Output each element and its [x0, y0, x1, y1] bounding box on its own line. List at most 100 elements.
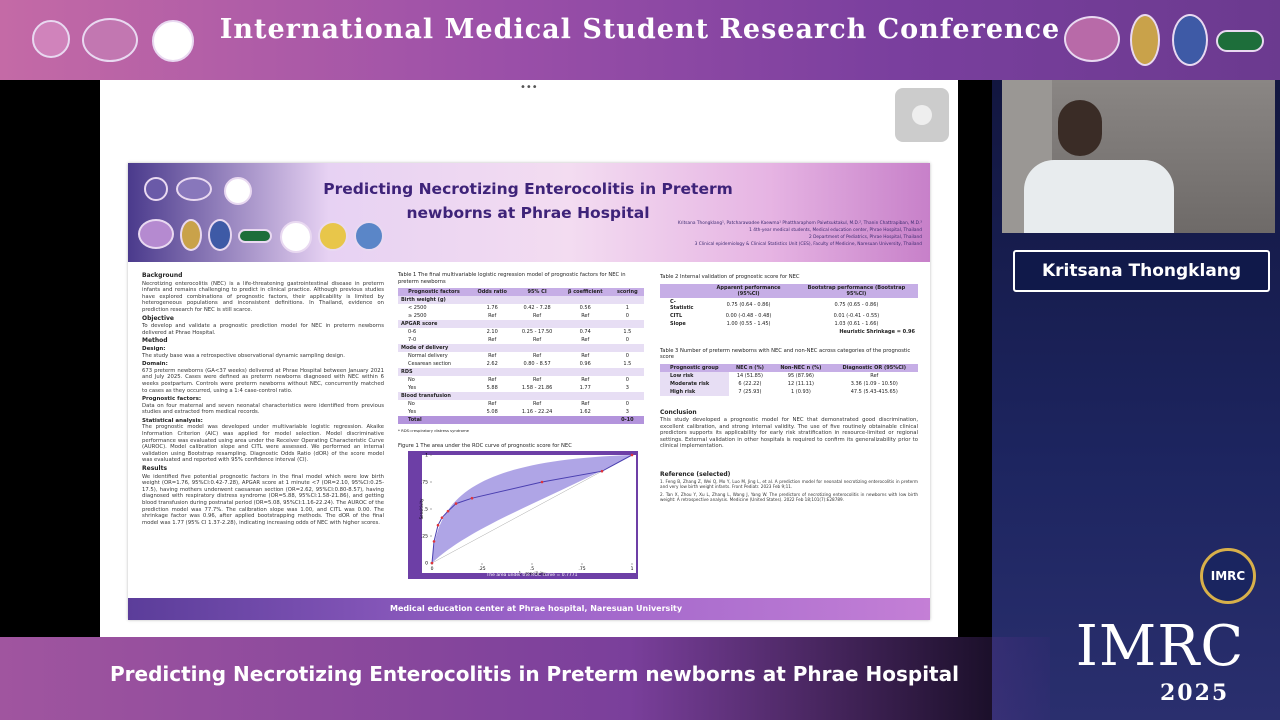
- cell: 0.01 (-0.41 - 0.55): [833, 312, 880, 319]
- speaker-head: [1058, 100, 1102, 156]
- paragraph: Necrotizing enterocolitis (NEC) is a lif…: [142, 280, 384, 313]
- cell: High risk: [660, 387, 729, 396]
- row: Yes 5.88 1.58 - 21.86 1.77 3: [398, 384, 644, 392]
- cell: 1 (0.93): [790, 388, 811, 395]
- cell: 5.08: [486, 409, 498, 415]
- cell: 0: [625, 337, 629, 343]
- speaker-name: Kritsana Thongklang: [1013, 250, 1270, 292]
- cell: C-Statistic: [670, 298, 694, 311]
- roc-point: [454, 502, 458, 505]
- row: High risk 7 (25.93) 1 (0.93) 47.5 (5.43-415…: [660, 387, 918, 396]
- poster-title: Predicting Necrotizing Enterocolitis in …: [278, 177, 778, 225]
- poster: Predicting Necrotizing Enterocolitis in …: [128, 163, 930, 620]
- heading: Background: [142, 272, 183, 279]
- title-line: newborns at Phrae Hospital: [406, 204, 650, 222]
- logo: [82, 18, 138, 62]
- cell: Ref: [581, 313, 590, 319]
- group-row: APGAR score: [398, 320, 644, 328]
- cell: 1.00 (0.55 - 1.45): [726, 320, 771, 327]
- logo: [1172, 14, 1208, 66]
- x-tick-label: .75: [578, 566, 585, 572]
- note-row: Heuristic Shrinkage = 0.96: [660, 328, 918, 336]
- conclusion: Conclusion This study developed a progno…: [660, 408, 918, 451]
- header-row: Prognostic factors Odds ratio 95% CI β coef…: [398, 288, 644, 296]
- cell: Total: [398, 416, 611, 424]
- cell: 0.25 - 17.50: [521, 329, 553, 335]
- roc-point: [432, 540, 436, 543]
- title-line: Predicting Necrotizing Enterocolitis in …: [323, 180, 733, 198]
- header-row: Apparent performance (95%CI) Bootstrap pe…: [660, 283, 918, 298]
- column-header: 95% CI: [514, 288, 560, 296]
- cell: 95 (87.96): [787, 372, 814, 379]
- row: Moderate risk 6 (22.22) 12 (11.11) 3.36 (1.…: [660, 379, 918, 388]
- group-row: Mode of delivery: [398, 344, 644, 352]
- heading: Results: [142, 465, 168, 473]
- column-header: Prognostic factors: [398, 288, 471, 296]
- cell: Ref: [533, 353, 542, 359]
- roc-point: [630, 453, 634, 457]
- cell: 0: [625, 401, 629, 407]
- x-tick-label: .5: [530, 566, 534, 572]
- group-label: Mode of delivery: [398, 344, 644, 352]
- cell: Normal delivery: [408, 353, 448, 359]
- row: No Ref Ref Ref 0: [398, 376, 644, 384]
- table: Prognostic factors Odds ratio 95% CI β coef…: [398, 288, 644, 424]
- logo: [138, 219, 174, 249]
- cell: 0.74: [579, 329, 591, 335]
- group-row: Blood transfusion: [398, 392, 644, 400]
- cell: 2.10: [486, 329, 498, 335]
- control-button[interactable]: [895, 88, 949, 142]
- cell: Ref: [533, 377, 542, 383]
- logo: [1064, 16, 1120, 62]
- paragraph: Data on four maternal and seven neonatal…: [142, 402, 384, 416]
- cell: 0.75 (0.64 - 0.86): [726, 301, 771, 308]
- paragraph: The study base was a retrospective obser…: [142, 352, 345, 359]
- row: Slope 1.00 (0.55 - 1.45) 1.03 (0.61 - 1.66…: [660, 320, 918, 328]
- cell: Ref: [488, 401, 497, 407]
- group-row: RDS: [398, 368, 644, 376]
- y-tick-label: .75: [421, 480, 428, 486]
- authors-block: Kritsana Thongklang¹, Patcharawadee Kaew…: [592, 220, 922, 248]
- logo: [180, 219, 202, 251]
- conference-title: International Medical Student Research C…: [219, 14, 1061, 45]
- heading: Reference (selected): [660, 471, 731, 479]
- subheading: Design:: [142, 345, 166, 352]
- column-header: [660, 283, 703, 298]
- cell: 1.77: [579, 385, 591, 391]
- group-label: RDS: [398, 368, 644, 376]
- brand-year: 2025: [1160, 680, 1230, 706]
- left-column: Background Necrotizing enterocolitis (NEC…: [142, 271, 384, 528]
- cell: 3: [625, 409, 629, 415]
- cell: Ref: [488, 337, 497, 343]
- group-label: APGAR score: [398, 320, 644, 328]
- cell: Ref: [581, 337, 590, 343]
- cell: 1.5: [623, 329, 632, 335]
- heading: Conclusion: [660, 408, 697, 416]
- row: Low risk 14 (51.85) 95 (87.96) Ref: [660, 371, 918, 380]
- roc-point: [430, 561, 434, 565]
- authors: Kritsana Thongklang¹, Patcharawadee Kaew…: [677, 221, 922, 226]
- cell: Ref: [533, 401, 542, 407]
- poster-footer: Medical education center at Phrae hospit…: [128, 598, 930, 620]
- table: Apparent performance (95%CI) Bootstrap pe…: [660, 283, 918, 336]
- column-header: β coefficient: [559, 288, 611, 296]
- cell: 47.5 (5.43-415.65): [850, 388, 898, 395]
- row: ≥ 2500 Ref Ref Ref 0: [398, 312, 644, 320]
- cell: 0-6: [408, 329, 417, 335]
- cell: Moderate risk: [660, 379, 729, 388]
- row: Cesarean section 2.62 0.80 - 8.57 0.96 1.5: [398, 360, 644, 368]
- logo: [354, 221, 384, 251]
- middle-column: Table 1 The final multivariable logistic…: [398, 272, 644, 579]
- cell: 0.80 - 8.57: [523, 361, 551, 367]
- references: Reference (selected) 1. Feng B, Zhang Z,…: [660, 472, 918, 503]
- cell: Ref: [533, 313, 542, 319]
- logo: [1216, 30, 1264, 52]
- affiliation: 1 4th-year medical students, Medical edu…: [749, 228, 922, 233]
- group-row: Birth weight (g): [398, 296, 644, 304]
- logo: [32, 20, 70, 58]
- header-bar: International Medical Student Research C…: [0, 0, 1280, 80]
- cell: 2.62: [486, 361, 498, 367]
- menu-dots: •••: [520, 82, 538, 93]
- y-tick-label: .25: [421, 534, 428, 540]
- cell: No: [408, 377, 415, 383]
